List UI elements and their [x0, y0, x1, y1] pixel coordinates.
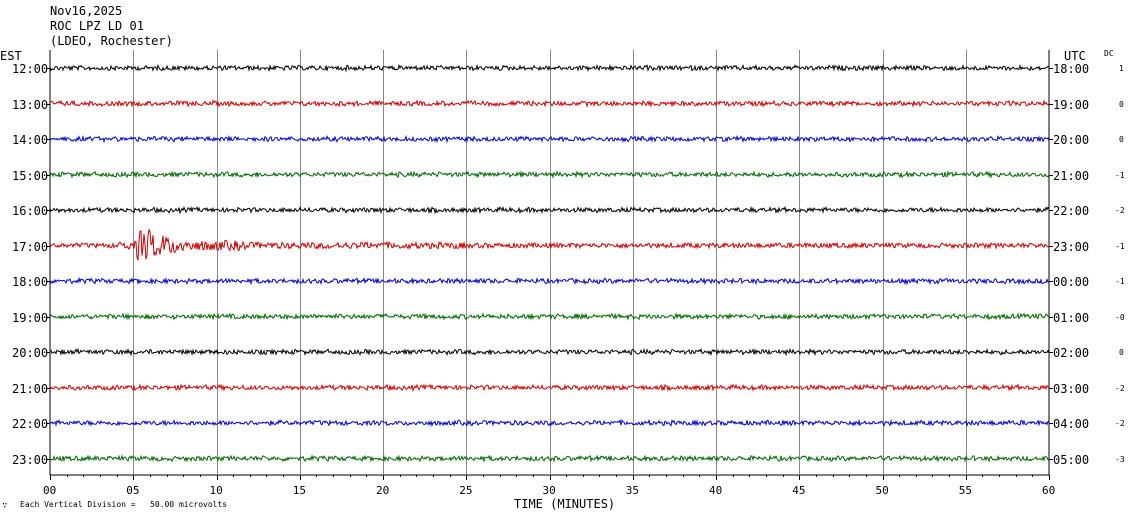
dc-offset-label: -2	[1115, 383, 1125, 393]
trace-line	[49, 383, 1050, 393]
header-station: ROC LPZ LD 01	[50, 19, 144, 33]
est-row-label: 21:00	[12, 381, 49, 396]
left-zone-label: EST	[0, 49, 22, 63]
est-row-label: 14:00	[12, 133, 49, 147]
est-row-label: 17:00	[12, 239, 49, 254]
plot-grid	[46, 50, 1053, 480]
dc-offset-label: -0	[1115, 312, 1125, 322]
x-tick-label: 10	[209, 484, 223, 497]
x-axis-label: TIME (MINUTES)	[514, 497, 616, 511]
x-tick-label: 20	[376, 484, 390, 497]
x-tick-label: 40	[709, 484, 723, 497]
x-tick-label: 25	[459, 484, 473, 497]
x-tick-label: 50	[875, 484, 889, 497]
utc-row-label: 05:00	[1053, 452, 1090, 467]
est-row-label: 12:00	[12, 62, 49, 76]
est-row-label: 22:00	[12, 417, 49, 431]
trace-line	[49, 228, 1050, 261]
trace-line	[49, 205, 1050, 215]
dc-offset-label: 1	[1119, 64, 1124, 73]
header-date: Nov16,2025	[50, 4, 123, 18]
dc-offset-label: 0	[1119, 99, 1124, 109]
utc-row-label: 18:00	[1053, 62, 1090, 76]
utc-row-label: 02:00	[1053, 346, 1090, 360]
x-tick-label: 55	[958, 484, 972, 497]
est-row-label: 23:00	[12, 452, 49, 467]
trace-line	[49, 454, 1050, 463]
dc-offset-label: -1	[1115, 241, 1125, 251]
utc-row-label: 21:00	[1053, 168, 1090, 183]
est-row-label: 16:00	[12, 204, 49, 218]
trace-line	[49, 312, 1050, 321]
vertical-division-note: Each Vertical Division = 50.00 microvolt…	[20, 500, 228, 509]
dc-offset-label: 0	[1119, 348, 1124, 357]
dc-offset-label: 0	[1119, 135, 1124, 144]
trace-line	[49, 347, 1050, 357]
station-mark-icon: ∵	[2, 501, 8, 511]
dc-offset-label: -3	[1115, 454, 1125, 464]
right-zone-label: UTC	[1064, 49, 1086, 63]
trace-line	[49, 276, 1050, 286]
x-tick-label: 35	[625, 484, 639, 497]
utc-row-label: 19:00	[1053, 97, 1090, 112]
est-row-label: 20:00	[12, 346, 49, 360]
dc-label: DC	[1104, 49, 1114, 58]
trace-line	[49, 134, 1050, 144]
est-row-label: 18:00	[12, 275, 49, 289]
seismic-traces	[49, 63, 1050, 463]
x-tick-label: 60	[1042, 484, 1056, 497]
est-row-label: 19:00	[12, 310, 49, 325]
utc-row-label: 22:00	[1053, 204, 1090, 218]
est-row-label: 13:00	[12, 97, 49, 112]
x-tick-label: 30	[542, 484, 556, 497]
utc-row-label: 01:00	[1053, 310, 1090, 325]
utc-row-label: 03:00	[1053, 381, 1090, 396]
x-tick-label: 15	[292, 484, 306, 497]
header-network: (LDEO, Rochester)	[50, 34, 173, 48]
utc-row-label: 04:00	[1053, 417, 1090, 431]
trace-line	[49, 63, 1050, 73]
est-row-label: 15:00	[12, 168, 49, 183]
dc-offset-label: -1	[1115, 170, 1125, 180]
utc-row-label: 20:00	[1053, 133, 1090, 147]
x-tick-label: 45	[792, 484, 806, 497]
dc-offset-label: -2	[1115, 206, 1125, 215]
trace-line	[49, 99, 1050, 108]
utc-row-label: 23:00	[1053, 239, 1090, 254]
x-tick-label: 00	[43, 484, 57, 497]
dc-offset-label: -1	[1115, 277, 1125, 286]
trace-line	[49, 170, 1050, 180]
trace-line	[49, 418, 1050, 428]
x-tick-label: 05	[126, 484, 140, 497]
dc-offset-label: -2	[1115, 419, 1125, 428]
utc-row-label: 00:00	[1053, 275, 1090, 289]
